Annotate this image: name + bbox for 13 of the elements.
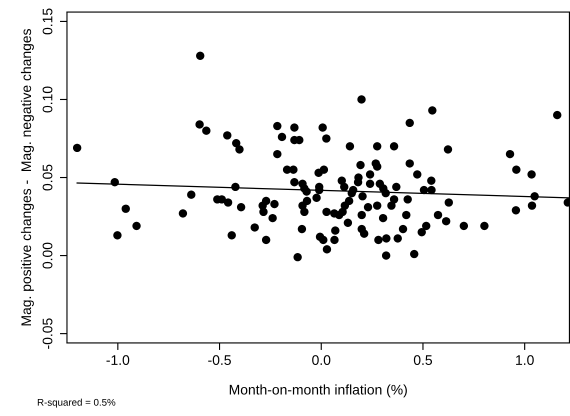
y-tick-label: 0.05 xyxy=(42,164,52,190)
x-tick-label: 0.5 xyxy=(414,355,432,365)
text: R-squared = 0.5% xyxy=(38,398,116,408)
y-axis-title: Mag. positive changes - Mag. negative changes xyxy=(20,29,34,326)
y-tick-label: 0.15 xyxy=(42,8,52,34)
x-tick-label: -0.5 xyxy=(208,355,231,365)
x-tick-label: 0.0 xyxy=(312,355,330,365)
y-tick-label: 0.00 xyxy=(42,242,52,269)
y-tick-label: 0.10 xyxy=(42,86,52,112)
x-tick-label: -1.0 xyxy=(106,355,130,365)
x-tick-label: 1.0 xyxy=(516,355,534,365)
y-tick-label: -0.05 xyxy=(42,318,52,349)
x-axis-title: Month-on-month inflation (%) xyxy=(230,384,407,398)
